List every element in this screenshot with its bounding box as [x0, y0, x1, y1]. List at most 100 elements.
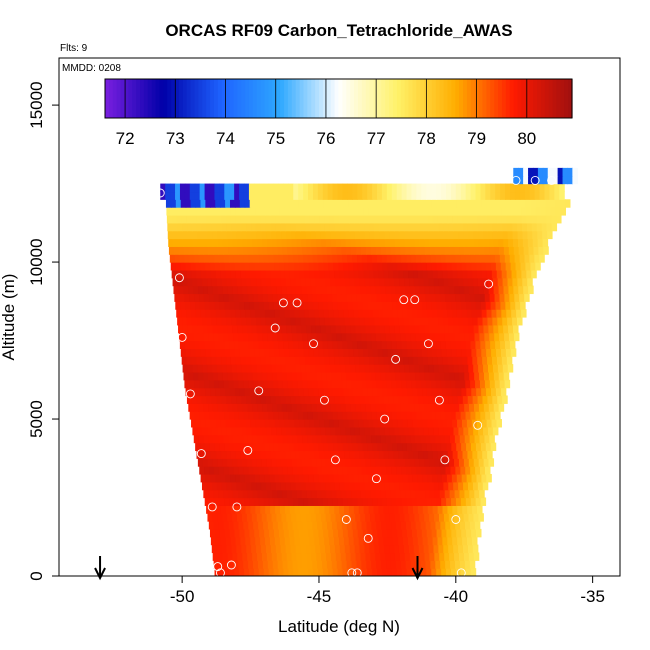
heatmap-cell: [181, 214, 188, 224]
heatmap-cell: [466, 473, 473, 483]
heatmap-cell: [263, 411, 270, 420]
heatmap-cell: [381, 340, 388, 349]
heatmap-cell: [470, 301, 477, 310]
heatmap-cell: [249, 199, 256, 208]
heatmap-cell: [331, 489, 337, 499]
heatmap-cell: [456, 528, 462, 538]
heatmap-cell: [334, 536, 340, 546]
heatmap-cell: [470, 191, 477, 200]
heatmap-cell: [321, 458, 327, 467]
heatmap-cell: [365, 238, 371, 247]
heatmap-cell: [200, 309, 207, 318]
heatmap-cell: [395, 560, 402, 569]
heatmap-cell: [457, 317, 464, 326]
heatmap-cell: [369, 230, 376, 240]
heatmap-cell: [472, 317, 479, 326]
heatmap-cell: [208, 293, 215, 302]
heatmap-cell: [502, 222, 508, 232]
heatmap-cell: [376, 340, 383, 349]
heatmap-cell: [410, 332, 416, 342]
heatmap-cell: [311, 552, 317, 561]
heatmap-cell: [480, 466, 486, 475]
heatmap-cell: [238, 521, 244, 530]
heatmap-cell: [515, 199, 522, 208]
heatmap-cell: [294, 505, 301, 514]
heatmap-cell: [402, 536, 409, 546]
heatmap-cell: [453, 481, 459, 491]
heatmap-cell: [446, 301, 452, 310]
heatmap-cell: [327, 254, 333, 263]
heatmap-cell: [303, 568, 309, 576]
heatmap-cell: [392, 262, 398, 271]
heatmap-cell: [293, 340, 299, 349]
heatmap-cell: [377, 301, 383, 310]
heatmap-cell: [491, 207, 498, 216]
heatmap-cell: [557, 175, 564, 185]
heatmap-cell: [451, 497, 457, 506]
heatmap-cell: [192, 364, 198, 373]
heatmap-cell: [368, 309, 374, 318]
heatmap-cell: [256, 513, 263, 522]
heatmap-cell: [214, 528, 221, 538]
heatmap-cell: [401, 183, 408, 193]
heatmap-cell: [211, 356, 217, 365]
colorbar-swatch: [342, 79, 347, 118]
heatmap-cell: [363, 214, 370, 224]
heatmap-cell: [430, 254, 437, 263]
heatmap-cell: [190, 199, 197, 208]
heatmap-cell: [435, 332, 441, 342]
heatmap-cell: [295, 277, 302, 287]
heatmap-cell: [450, 183, 457, 193]
heatmap-cell: [284, 419, 291, 428]
heatmap-cell: [306, 324, 312, 334]
heatmap-cell: [447, 207, 453, 216]
heatmap-cell: [350, 364, 356, 373]
heatmap-cell: [290, 364, 297, 373]
heatmap-cell: [287, 332, 293, 342]
heatmap-cell: [353, 262, 359, 271]
heatmap-cell: [286, 426, 292, 436]
heatmap-cell: [227, 403, 234, 412]
heatmap-cell: [337, 466, 343, 475]
heatmap-cell: [438, 364, 445, 373]
heatmap-cell: [364, 222, 370, 232]
heatmap-cell: [354, 544, 361, 554]
heatmap-cell: [274, 199, 280, 208]
heatmap-cell: [502, 230, 509, 240]
heatmap-cell: [372, 528, 379, 538]
heatmap-cell: [342, 497, 349, 506]
heatmap-cell: [239, 568, 245, 576]
heatmap-cell: [198, 332, 205, 342]
heatmap-cell: [378, 505, 385, 514]
heatmap-cell: [394, 277, 400, 287]
heatmap-cell: [483, 285, 490, 295]
heatmap-cell: [412, 387, 418, 397]
colorbar-swatch: [357, 79, 363, 118]
heatmap-cell: [272, 285, 278, 295]
heatmap-cell: [201, 222, 208, 232]
heatmap-cell: [378, 356, 385, 365]
heatmap-cell: [454, 285, 460, 295]
heatmap-cell: [279, 309, 286, 318]
heatmap-cell: [214, 568, 221, 576]
heatmap-cell: [463, 552, 470, 561]
heatmap-cell: [325, 230, 331, 240]
heatmap-cell: [352, 301, 359, 310]
heatmap-cell: [233, 466, 240, 475]
heatmap-cell: [249, 442, 255, 452]
heatmap-cell: [206, 450, 212, 459]
heatmap-cell: [426, 497, 432, 506]
heatmap-cell: [262, 332, 269, 342]
heatmap-cell: [443, 277, 450, 287]
heatmap-cell: [292, 489, 298, 499]
heatmap-cell: [280, 481, 287, 491]
heatmap-cell: [475, 254, 481, 263]
heatmap-cell: [299, 356, 306, 365]
heatmap-cell: [292, 434, 298, 444]
heatmap-cell: [500, 348, 507, 357]
heatmap-cell: [270, 505, 276, 514]
heatmap-cell: [436, 387, 443, 397]
heatmap-cell: [444, 238, 450, 247]
heatmap-cell: [310, 426, 317, 436]
heatmap-cell: [477, 269, 483, 279]
